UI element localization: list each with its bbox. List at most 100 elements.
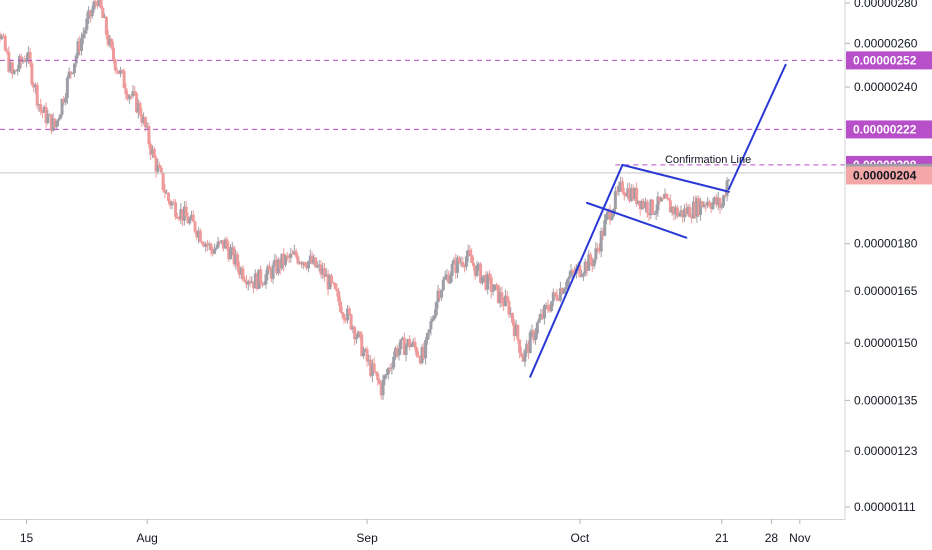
y-tick-label: 0.00000180 xyxy=(854,237,918,251)
candle-body xyxy=(636,200,640,204)
candle-body xyxy=(571,270,575,272)
candle-body xyxy=(654,210,658,214)
candle-body xyxy=(97,0,101,6)
candle-body xyxy=(72,63,76,74)
candle-body xyxy=(301,262,305,265)
y-tick-label: 0.00000280 xyxy=(854,0,918,10)
candle-body xyxy=(165,192,169,194)
candle-body xyxy=(397,349,401,356)
trendline-target[interactable] xyxy=(727,63,787,191)
candle-body xyxy=(427,329,431,334)
candle-body xyxy=(526,343,530,354)
candle-body xyxy=(184,206,188,217)
candle-body xyxy=(519,352,523,357)
candle-body xyxy=(108,39,112,45)
trendline-flag-top[interactable] xyxy=(621,163,730,193)
trendline-flag-bottom[interactable] xyxy=(585,201,688,239)
candle-body xyxy=(518,339,522,353)
candle-body xyxy=(158,164,162,168)
candle-body xyxy=(711,202,715,209)
candle-body xyxy=(413,341,417,348)
candle-body xyxy=(605,214,608,221)
candle-body xyxy=(78,41,82,51)
candle-body xyxy=(62,99,66,103)
candle-body xyxy=(186,216,190,224)
candle-body xyxy=(511,313,515,323)
candle-body xyxy=(205,243,209,246)
candle-body xyxy=(463,265,467,267)
candle-body xyxy=(209,243,213,251)
candle-body xyxy=(594,248,598,260)
candle-body xyxy=(498,292,502,303)
candle-body xyxy=(87,10,91,19)
candle-body xyxy=(317,264,321,266)
candle-body xyxy=(690,217,694,219)
candle-body xyxy=(119,69,123,74)
x-axis[interactable]: 15 Aug Sep Oct 21 28 Nov xyxy=(20,519,811,545)
trendline-pole[interactable] xyxy=(529,163,624,378)
candle-body xyxy=(135,93,139,113)
candle-body xyxy=(420,347,424,364)
candle-body xyxy=(454,259,458,273)
candle-body xyxy=(71,73,75,75)
candle-body xyxy=(349,314,353,330)
candle-body xyxy=(55,120,59,128)
candle-body xyxy=(253,273,257,289)
candle-body xyxy=(668,200,672,213)
candle-body xyxy=(237,266,241,275)
candle-body xyxy=(372,363,376,372)
candle-body xyxy=(425,333,429,341)
candle-body xyxy=(358,331,362,335)
candle-body xyxy=(111,47,115,60)
candle-body xyxy=(232,247,236,265)
candle-body xyxy=(704,204,708,206)
candle-body xyxy=(333,283,337,289)
candle-body xyxy=(401,337,405,340)
candle-body xyxy=(530,330,534,333)
candle-body xyxy=(360,334,364,357)
candle-body xyxy=(321,268,325,275)
candle-body xyxy=(635,188,639,204)
y-tick-label: 0.00000240 xyxy=(854,80,918,94)
candle-body xyxy=(250,281,254,284)
x-tick-label: 28 xyxy=(765,531,779,545)
candle-body xyxy=(535,322,539,334)
candle-body xyxy=(388,368,392,370)
x-tick-label: Aug xyxy=(136,531,157,545)
candle-body xyxy=(626,188,630,197)
candle-body xyxy=(709,206,713,209)
candle-body xyxy=(92,1,96,10)
candle-body xyxy=(406,339,410,346)
candle-body xyxy=(188,219,192,224)
candle-body xyxy=(560,288,564,294)
candle-body xyxy=(464,256,468,267)
candle-body xyxy=(479,263,483,284)
candle-body xyxy=(436,290,440,303)
candle-body xyxy=(149,144,153,155)
candle-body xyxy=(452,259,456,264)
candle-body xyxy=(713,197,717,203)
candle-body xyxy=(174,202,178,217)
candle-body xyxy=(564,287,568,290)
candle-body xyxy=(268,266,272,271)
candle-body xyxy=(145,126,149,128)
candle-body xyxy=(441,279,445,291)
candle-body xyxy=(143,117,147,128)
candle-body xyxy=(514,325,518,336)
candle-body xyxy=(273,259,277,266)
candle-body xyxy=(214,247,218,249)
candle-body xyxy=(587,254,591,271)
candle-body xyxy=(76,41,80,56)
candle-body xyxy=(562,289,566,294)
candle-body xyxy=(218,241,222,243)
candle-body xyxy=(161,172,165,190)
candle-body xyxy=(633,188,637,200)
candle-body xyxy=(631,188,635,200)
candle-body xyxy=(9,62,13,72)
candle-body xyxy=(51,118,55,131)
y-axis[interactable]: 0.00000280 0.00000260 0.00000240 0.00000180… xyxy=(845,0,918,514)
x-tick-label: Oct xyxy=(571,531,590,545)
candle-body xyxy=(156,164,160,172)
candle-body xyxy=(315,265,319,268)
